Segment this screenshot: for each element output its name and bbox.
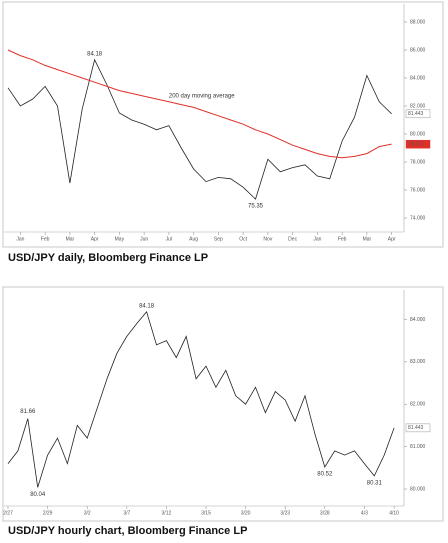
y-tick-label: 80.000 xyxy=(410,486,426,492)
x-tick-label: 3/2 xyxy=(84,510,91,516)
point-label: 81.66 xyxy=(20,409,36,415)
x-tick-label: Mar xyxy=(363,236,372,242)
chart-caption: USD/JPY daily, Bloomberg Finance LP xyxy=(8,252,208,264)
y-tick-label: 88.000 xyxy=(410,19,426,25)
y-tick-label: 82.000 xyxy=(410,402,426,408)
peak-label: 84.18 xyxy=(139,303,155,309)
x-tick-label: 2/29 xyxy=(43,510,53,516)
x-tick-label: Jan xyxy=(313,236,321,242)
y-tick-label: 83.000 xyxy=(410,359,426,365)
last-value-box xyxy=(405,139,431,149)
x-tick-label: Feb xyxy=(338,236,347,242)
last-value-label: 79.273 xyxy=(408,142,424,148)
x-tick-label: 3/20 xyxy=(241,510,251,516)
x-tick-label: 4/3 xyxy=(361,510,368,516)
price-line xyxy=(7,310,395,488)
y-tick-label: 78.000 xyxy=(410,159,426,165)
last-value-label: 81.443 xyxy=(408,425,424,431)
x-tick-label: 3/12 xyxy=(162,510,172,516)
x-tick-label: Nov xyxy=(263,236,272,242)
y-tick-label: 86.000 xyxy=(410,47,426,53)
point-label: 80.52 xyxy=(317,472,333,478)
y-tick-label: 82.000 xyxy=(410,103,426,109)
last-value-box xyxy=(405,423,431,433)
last-value-label: 81.443 xyxy=(408,111,424,117)
low-label: 80.04 xyxy=(30,492,46,498)
x-tick-label: 2/27 xyxy=(3,510,13,516)
x-tick-label: Jan xyxy=(16,236,24,242)
last-value-box xyxy=(405,109,431,119)
x-tick-label: 3/15 xyxy=(201,510,211,516)
x-tick-label: Apr xyxy=(388,236,396,242)
x-tick-label: Apr xyxy=(91,236,99,242)
point-label: 80.31 xyxy=(367,480,383,486)
y-tick-label: 84.000 xyxy=(410,317,426,323)
y-tick-label: 76.000 xyxy=(410,187,426,193)
low-label: 75.35 xyxy=(248,204,264,210)
x-tick-label: Mar xyxy=(66,236,75,242)
x-tick-label: Sep xyxy=(214,236,223,242)
chart-frame xyxy=(2,1,444,248)
series-label: 200 day moving average xyxy=(169,93,235,99)
y-tick-label: 80.000 xyxy=(410,131,426,137)
price-line xyxy=(7,49,392,159)
x-tick-label: Jul xyxy=(166,236,172,242)
x-tick-label: Feb xyxy=(41,236,50,242)
peak-label: 84.18 xyxy=(87,51,103,57)
x-tick-label: May xyxy=(115,236,125,242)
price-line xyxy=(7,58,392,200)
x-tick-label: Jun xyxy=(140,236,148,242)
chart-caption: USD/JPY hourly chart, Bloomberg Finance … xyxy=(8,525,247,537)
x-tick-label: 3/23 xyxy=(280,510,290,516)
x-tick-label: Dec xyxy=(288,236,297,242)
chart-frame xyxy=(2,286,444,522)
y-tick-label: 84.000 xyxy=(410,75,426,81)
x-tick-label: 4/10 xyxy=(389,510,399,516)
y-tick-label: 74.000 xyxy=(410,215,426,221)
x-tick-label: 3/7 xyxy=(123,510,130,516)
x-tick-label: Aug xyxy=(189,236,198,242)
y-tick-label: 81.000 xyxy=(410,444,426,450)
x-tick-label: Oct xyxy=(239,236,247,242)
x-tick-label: 3/28 xyxy=(320,510,330,516)
